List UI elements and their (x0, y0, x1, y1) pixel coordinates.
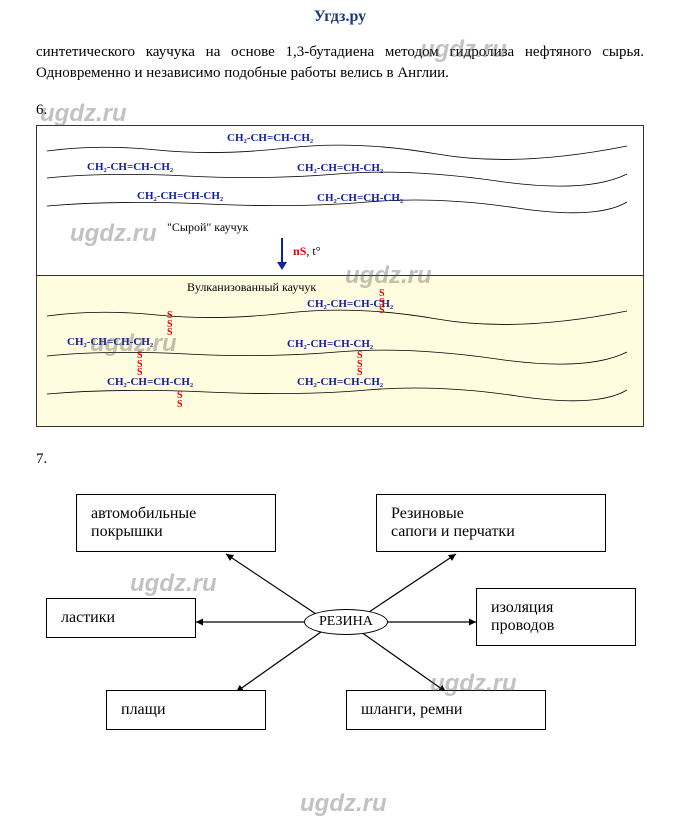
sulfur-link-5: SS (177, 392, 183, 409)
raw-rubber-caption: "Сырой" каучук (167, 220, 249, 235)
arrow-t: , t° (306, 244, 320, 258)
flow-bl-text: плащи (121, 701, 166, 718)
vulcanization-diagram: CH₂-CH=CH-CH₂ CH₂-CH=CH-CH₂ CH₂-CH=CH-CH… (36, 125, 644, 427)
section-6-num: 6. (0, 92, 680, 125)
arrow-n: n (293, 244, 300, 258)
flow-center-text: РЕЗИНА (319, 614, 373, 629)
flow-tl-text: автомобильные покрышки (91, 505, 196, 540)
flow-box-tr: Резиновые сапоги и перчатки (376, 494, 606, 552)
arrow-head-icon (277, 262, 287, 270)
page-header: Угдз.ру (0, 0, 680, 42)
flow-center: РЕЗИНА (304, 609, 388, 635)
sulfur-link-4: SSS (357, 352, 363, 378)
reaction-arrow (277, 238, 287, 270)
formula-3: CH₂-CH=CH-CH₂ (297, 162, 383, 174)
rubber-uses-flowchart: автомобильные покрышки Резиновые сапоги … (36, 494, 644, 774)
diagram-upper-panel: CH₂-CH=CH-CH₂ CH₂-CH=CH-CH₂ CH₂-CH=CH-CH… (37, 126, 643, 276)
vformula-4: CH₂-CH=CH-CH₂ (107, 376, 193, 388)
formula-5: CH₂-CH=CH-CH₂ (317, 192, 403, 204)
vformula-3: CH₂-CH=CH-CH₂ (287, 338, 373, 350)
paragraph-text: синтетического каучука на основе 1,3-бут… (36, 44, 644, 81)
diagram-lower-panel: Вулканизованный каучук CH₂-CH=CH-CH₂ CH₂… (37, 276, 643, 426)
flow-box-mr: изоляция проводов (476, 588, 636, 646)
formula-1: CH₂-CH=CH-CH₂ (227, 132, 313, 144)
sulfur-link-3: SSS (137, 352, 143, 378)
flow-box-bl: плащи (106, 690, 266, 730)
sulfur-link-2: SSS (379, 290, 385, 316)
flow-mr-text: изоляция проводов (491, 599, 554, 634)
flow-ml-text: ластики (61, 609, 115, 626)
flow-box-tl: автомобильные покрышки (76, 494, 276, 552)
formula-2: CH₂-CH=CH-CH₂ (87, 161, 173, 173)
vformula-2: CH₂-CH=CH-CH₂ (67, 336, 153, 348)
flow-box-ml: ластики (46, 598, 196, 638)
flow-tr-text: Резиновые сапоги и перчатки (391, 505, 515, 540)
intro-paragraph: синтетического каучука на основе 1,3-бут… (0, 42, 680, 92)
arrow-label: nS, t° (293, 244, 321, 259)
flow-br-text: шланги, ремни (361, 701, 462, 718)
arrow-line (281, 238, 283, 262)
vformula-5: CH₂-CH=CH-CH₂ (297, 376, 383, 388)
watermark-8: ugdz.ru (300, 790, 387, 818)
section-7-num: 7. (0, 427, 680, 474)
header-title: Угдз.ру (314, 8, 366, 25)
flow-box-br: шланги, ремни (346, 690, 546, 730)
sulfur-link-1: SSS (167, 312, 173, 338)
formula-4: CH₂-CH=CH-CH₂ (137, 190, 223, 202)
